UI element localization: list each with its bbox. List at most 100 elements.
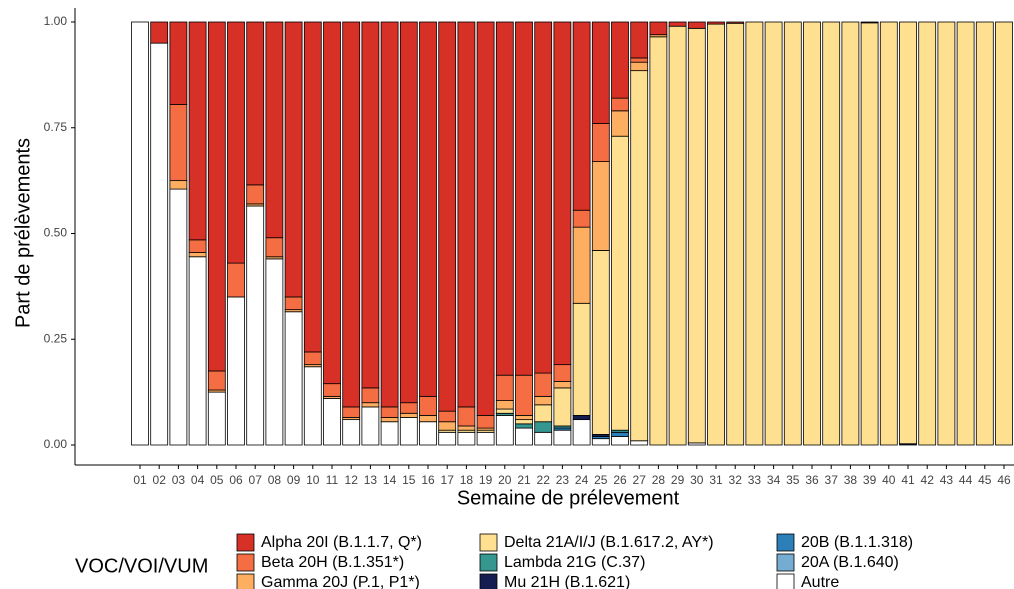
bar-segment	[553, 429, 572, 446]
legend-label: Delta 21A/I/J (B.1.617.2, AY*)	[504, 534, 714, 551]
bar-segment	[707, 21, 725, 25]
x-tick-label: 25	[594, 473, 608, 487]
bar-segment	[457, 431, 476, 446]
bar-segment	[841, 21, 860, 446]
legend-swatch	[776, 533, 795, 552]
bar-segment	[284, 311, 303, 446]
x-tick-label: 32	[729, 473, 743, 487]
y-axis-title: Part de prélèvements	[12, 138, 34, 328]
legend-label: Gamma 20J (P.1, P1*)	[261, 574, 420, 589]
bar-segment	[668, 21, 687, 27]
bar-segment	[860, 21, 879, 24]
x-tick-label: 01	[133, 473, 147, 487]
x-tick-label: 29	[671, 473, 685, 487]
legend-label: Mu 21H (B.1.621)	[504, 574, 630, 589]
bar-segment	[438, 431, 457, 446]
bar-segment	[419, 414, 437, 423]
x-tick-label: 34	[767, 473, 781, 487]
x-tick-label: 12	[345, 473, 359, 487]
legend-swatch	[479, 573, 498, 589]
y-tick-label: 1.00	[44, 14, 68, 28]
y-tick-label: 0.25	[44, 331, 68, 345]
bar-segment	[342, 21, 361, 408]
bar-segment	[687, 27, 706, 444]
x-tick-label: 17	[441, 473, 455, 487]
bar-segment	[534, 421, 553, 433]
bar-segment	[438, 21, 457, 412]
bar-segment	[323, 398, 341, 446]
bar-segment	[361, 402, 380, 408]
x-tick-label: 42	[921, 473, 935, 487]
bar-segment	[495, 400, 514, 410]
bar-segment	[438, 410, 457, 423]
x-tick-label: 07	[249, 473, 263, 487]
y-tick-label: 0.50	[44, 226, 68, 240]
bar-segment	[246, 21, 265, 186]
bar-segment	[361, 387, 380, 404]
bar-segment	[630, 21, 649, 59]
bar-segment	[380, 406, 399, 418]
bar-segment	[419, 395, 437, 416]
bar-segment	[380, 417, 399, 423]
bar-segment	[687, 21, 706, 29]
bar-segment	[457, 406, 476, 427]
bar-segment	[188, 256, 207, 446]
legend-label: Lambda 21G (C.37)	[504, 554, 645, 571]
bar-segment	[342, 419, 361, 446]
bar-segment	[726, 21, 745, 24]
legend-swatch	[236, 573, 255, 589]
bar-segment	[611, 110, 629, 137]
bar-segment	[783, 21, 802, 446]
x-tick-label: 18	[460, 473, 474, 487]
bar-segment	[323, 21, 341, 385]
bar-segment	[707, 23, 725, 446]
bar-segment	[918, 21, 937, 446]
bar-segment	[572, 302, 591, 416]
x-tick-label: 04	[191, 473, 205, 487]
bar-segment	[227, 21, 245, 264]
bar-segment	[572, 414, 591, 421]
bar-segment	[476, 21, 495, 416]
bar-segment	[188, 21, 207, 241]
x-tick-label: 39	[863, 473, 877, 487]
bar-segment	[169, 180, 188, 190]
x-tick-label: 21	[517, 473, 531, 487]
bar-segment	[726, 22, 745, 446]
legend-label: 20A (B.1.640)	[801, 554, 899, 571]
bar-segment	[246, 184, 265, 205]
bar-segment	[534, 404, 553, 423]
bar-segment	[591, 21, 610, 124]
bar-segment	[764, 21, 783, 446]
x-tick-label: 03	[172, 473, 186, 487]
bar-segment	[207, 391, 226, 446]
x-tick-label: 46	[997, 473, 1011, 487]
bar-segment	[342, 406, 361, 418]
x-tick-label: 09	[287, 473, 301, 487]
bar-segment	[553, 387, 572, 427]
x-tick-label: 15	[402, 473, 416, 487]
x-tick-label: 28	[652, 473, 666, 487]
bar-segment	[361, 21, 380, 389]
bar-segment	[899, 21, 917, 445]
bar-segment	[591, 161, 610, 251]
bar-segment	[457, 425, 476, 431]
bar-segment	[495, 374, 514, 401]
x-tick-label: 35	[786, 473, 800, 487]
x-tick-label: 13	[364, 473, 378, 487]
bar-segment	[207, 370, 226, 391]
y-tick-label: 0.75	[44, 120, 68, 134]
x-tick-label: 02	[153, 473, 167, 487]
bar-segment	[227, 262, 245, 298]
x-tick-label: 36	[805, 473, 819, 487]
bar-segment	[399, 412, 418, 418]
bar-segment	[534, 372, 553, 397]
bar-segment	[515, 419, 533, 425]
x-tick-label: 08	[268, 473, 282, 487]
x-tick-label: 40	[882, 473, 896, 487]
bar-segment	[822, 21, 841, 446]
bar-segment	[515, 423, 533, 429]
legend-swatch	[236, 553, 255, 572]
bar-segment	[515, 427, 533, 446]
bar-segment	[534, 431, 553, 446]
